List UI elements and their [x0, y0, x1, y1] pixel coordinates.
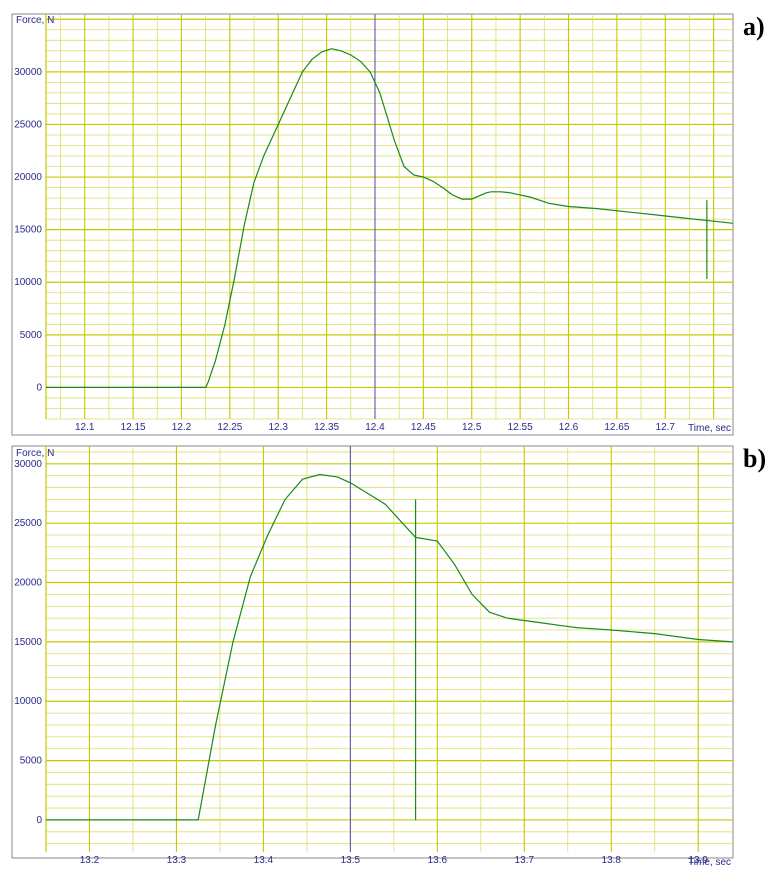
x-tick-label: 12.65	[604, 422, 629, 433]
chart-panel-a: 0 5000 10000 15000 20000 25000 30000 12.1 12.15…	[11, 12, 765, 436]
x-tick-label: 12.1	[75, 422, 95, 433]
y-tick-label: 10000	[14, 277, 42, 288]
y-tick-label: 30000	[14, 459, 42, 470]
y-tick-label: 20000	[14, 578, 42, 589]
grid-lines	[45, 446, 733, 852]
x-tick-label: 12.25	[217, 422, 242, 433]
x-axis-label: Time, sec	[688, 857, 731, 868]
x-tick-label: 13.5	[341, 855, 361, 866]
force-series-line	[46, 473, 734, 821]
x-tick-label: 12.6	[559, 422, 579, 433]
x-axis-label: Time, sec	[688, 423, 731, 434]
x-tick-label: 12.4	[365, 422, 385, 433]
y-tick-label: 25000	[14, 518, 42, 529]
x-tick-label: 12.15	[121, 422, 146, 433]
x-tick-label: 13.3	[167, 855, 187, 866]
x-tick-label: 13.2	[80, 855, 100, 866]
x-tick-label: 12.3	[268, 422, 288, 433]
y-tick-labels: 0 5000 10000 15000 20000 25000 30000	[14, 67, 42, 394]
x-tick-labels: 13.2 13.3 13.4 13.5 13.6 13.7 13.8 13.9	[80, 855, 709, 866]
x-tick-label: 13.6	[428, 855, 448, 866]
y-tick-label: 20000	[14, 172, 42, 183]
y-tick-label: 5000	[20, 756, 43, 767]
y-tick-label: 15000	[14, 637, 42, 648]
x-tick-label: 12.7	[656, 422, 676, 433]
plot-frame	[11, 13, 734, 436]
x-tick-label: 12.55	[508, 422, 533, 433]
y-tick-label: 30000	[14, 67, 42, 78]
grid-lines	[45, 14, 733, 420]
x-tick-label: 12.2	[172, 422, 192, 433]
x-tick-label: 12.5	[462, 422, 482, 433]
y-tick-label: 25000	[14, 119, 42, 130]
x-tick-label: 13.7	[515, 855, 535, 866]
y-tick-label: 5000	[20, 330, 43, 341]
y-tick-label: 0	[36, 815, 42, 826]
y-tick-label: 10000	[14, 696, 42, 707]
panel-label-b: b)	[743, 444, 766, 473]
plot-frame	[11, 445, 734, 859]
x-tick-label: 13.4	[254, 855, 274, 866]
y-axis-label: Force, N	[16, 448, 54, 459]
x-tick-label: 12.45	[411, 422, 436, 433]
x-tick-label: 13.8	[602, 855, 622, 866]
x-tick-label: 13.9	[688, 855, 708, 866]
y-tick-labels: 0 5000 10000 15000 20000 25000 30000	[14, 459, 42, 826]
y-tick-label: 0	[36, 382, 42, 393]
y-axis-label: Force, N	[16, 15, 54, 26]
y-tick-label: 15000	[14, 225, 42, 236]
force-series-line	[46, 48, 734, 388]
x-tick-label: 12.35	[314, 422, 339, 433]
panel-label-a: a)	[743, 12, 765, 41]
x-tick-labels: 12.1 12.15 12.2 12.25 12.3 12.35 12.4 12.45 12.5…	[75, 422, 675, 433]
